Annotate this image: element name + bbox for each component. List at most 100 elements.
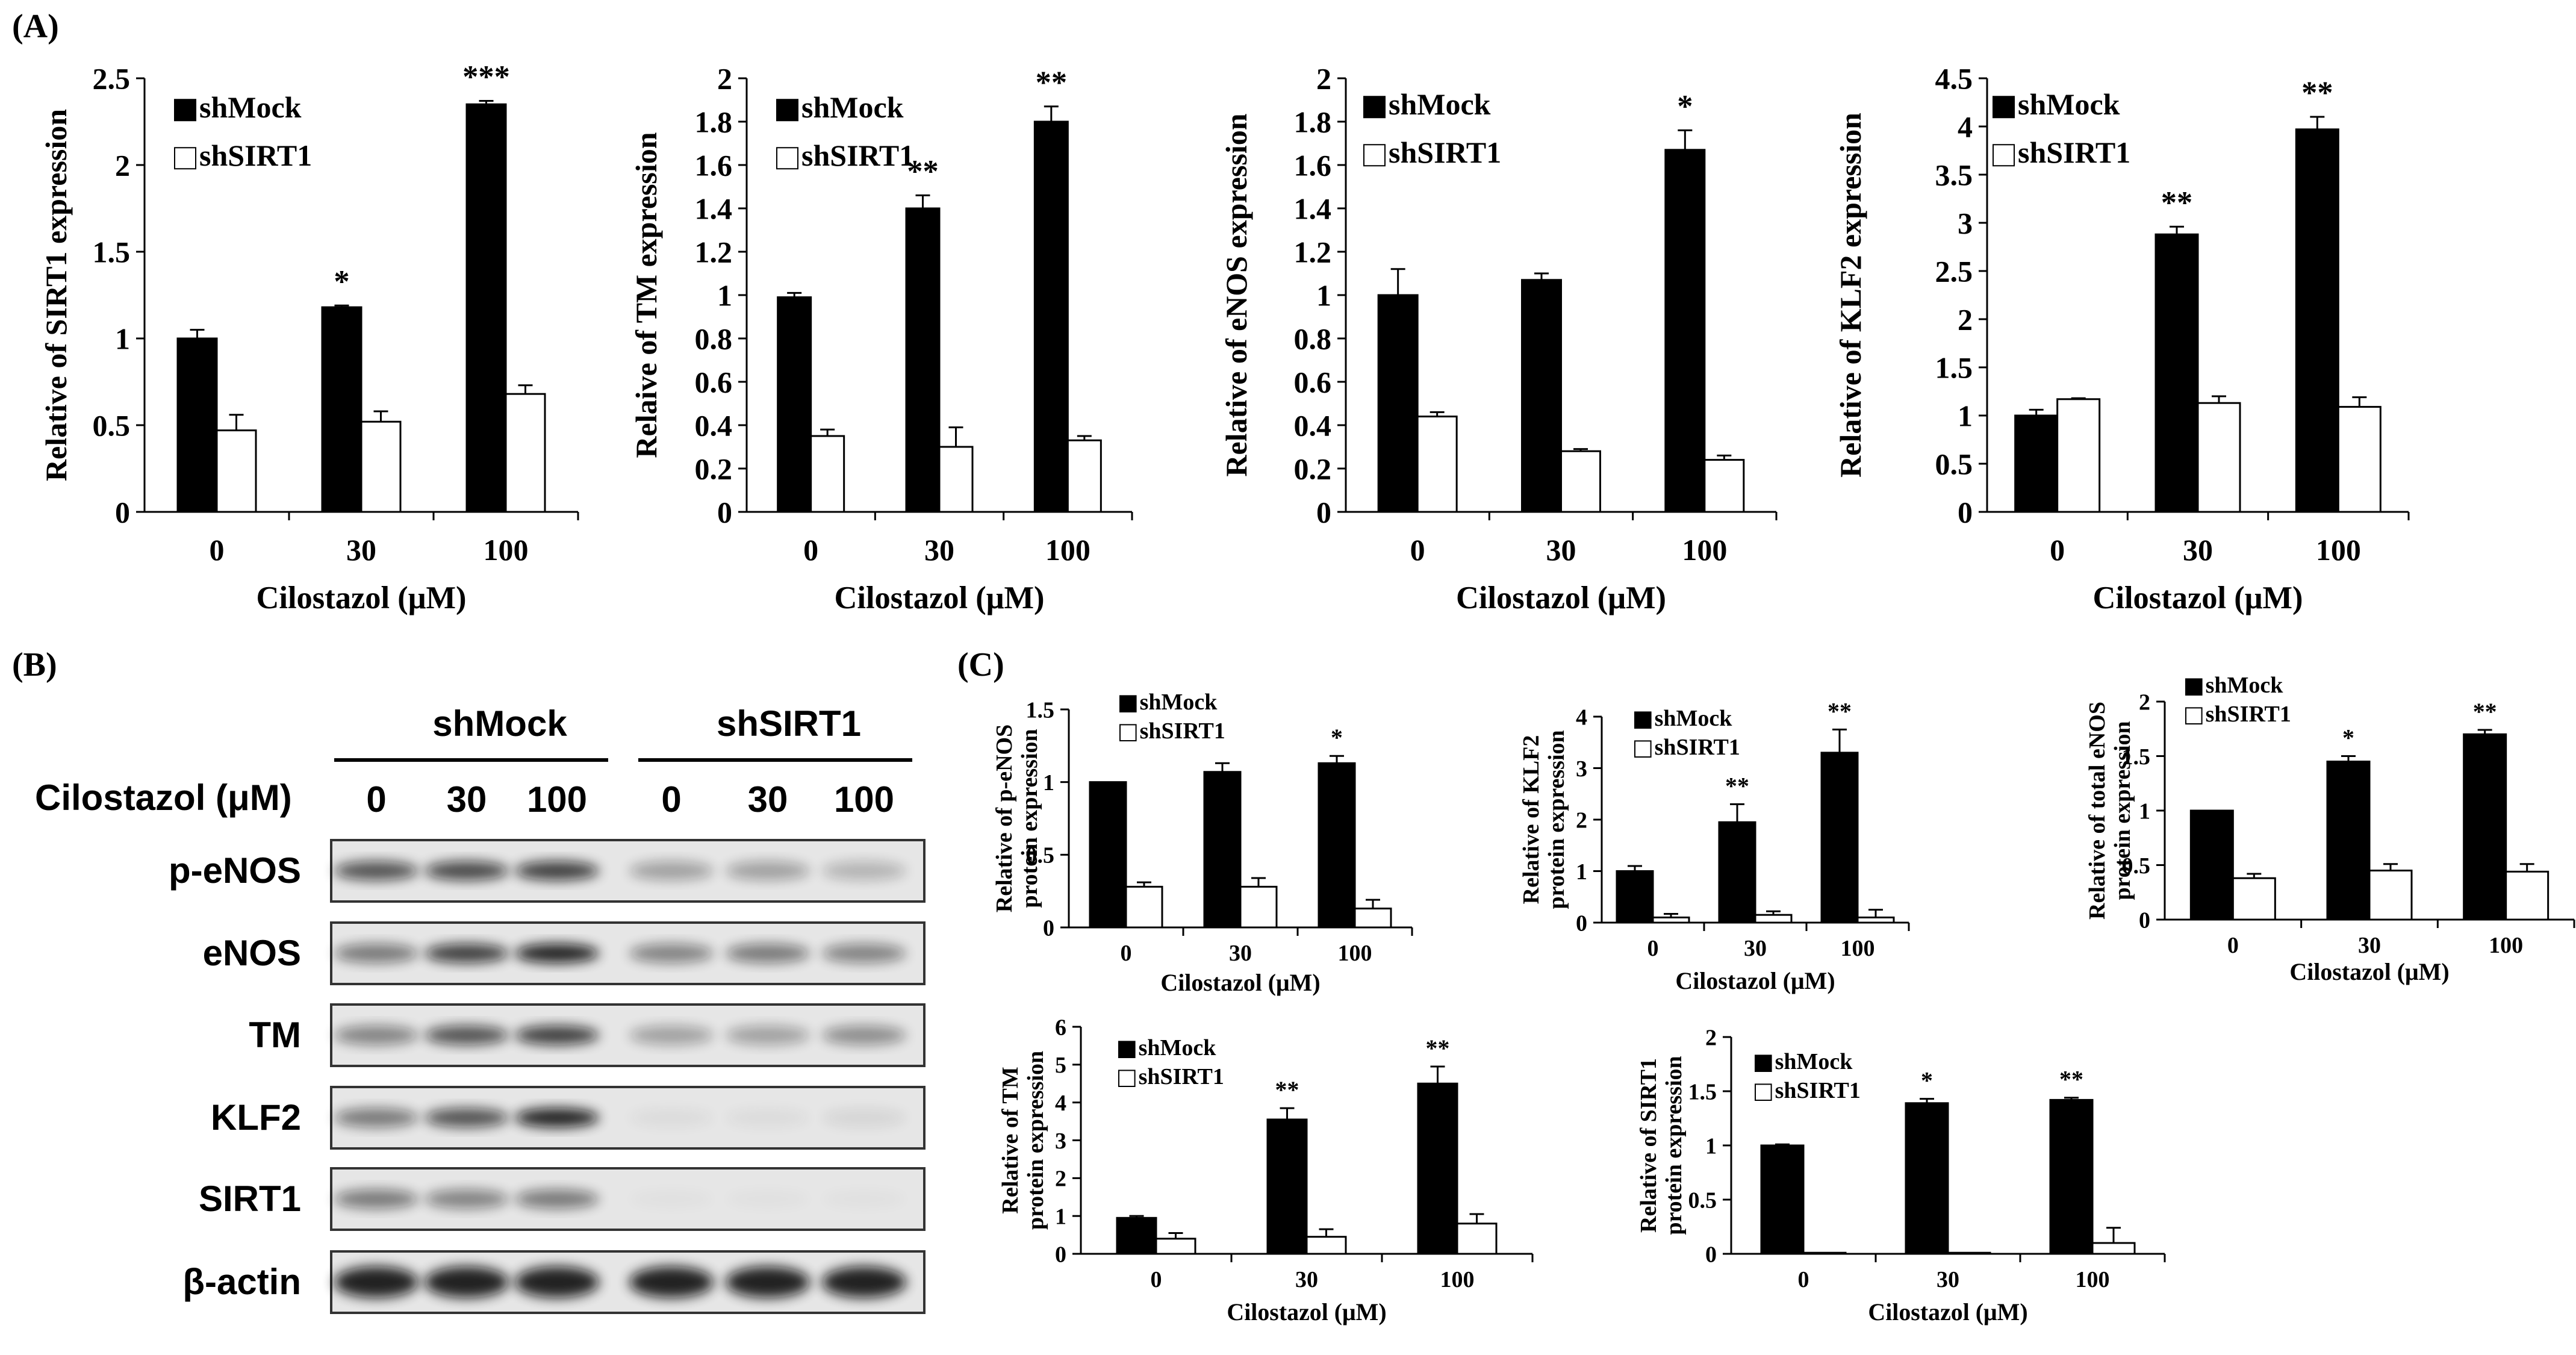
legend-swatch-shsirt1 <box>1634 740 1652 758</box>
y-tick-label: 0.4 <box>695 409 733 443</box>
y-tick-label: 2 <box>1055 1167 1066 1192</box>
legend-swatch-shmock <box>1993 96 2015 119</box>
bar-shsirt1 <box>505 393 546 513</box>
y-axis-label: Relative of p-eNOSprotein expression <box>992 724 1042 912</box>
significance-label: ** <box>1426 1035 1450 1062</box>
bar-shmock <box>1089 781 1127 929</box>
y-tick-label: 0 <box>717 496 732 529</box>
bar-shmock <box>1718 821 1756 924</box>
legend-swatch-shsirt1 <box>1755 1083 1772 1101</box>
y-tick-label: 2.5 <box>1935 255 1973 288</box>
blot-row-label: eNOS <box>203 933 301 973</box>
bar-shmock <box>2463 733 2507 921</box>
bar-shsirt1 <box>1802 1251 1847 1255</box>
blot-band <box>334 1026 418 1045</box>
bar-shmock <box>1203 771 1242 929</box>
blot-group-shsirt1: shSIRT1 <box>717 703 861 744</box>
legend: shMock shSIRT1 <box>1363 87 1501 169</box>
bar-shsirt1 <box>2056 398 2101 513</box>
legend-label-shmock: shMock <box>1389 87 1491 121</box>
bar-shmock <box>176 337 218 513</box>
legend-swatch-shmock <box>1363 96 1386 119</box>
y-tick-label: 1 <box>115 322 130 356</box>
y-tick-label: 3 <box>1055 1129 1066 1154</box>
blot-group-shmock: shMock <box>432 703 567 744</box>
blot-lane-dose: 0 <box>661 779 681 820</box>
chart-klf2-protein: 0 1 2 3 4 0 30 ** 100 ** Cilostazol (μM) Relative o… <box>1519 697 1910 994</box>
x-tick-label: 0 <box>1410 533 1425 567</box>
blot-row: SIRT1 <box>199 1167 926 1231</box>
y-tick-label: 2 <box>1705 1025 1717 1050</box>
bar-shmock <box>2295 128 2339 513</box>
bar-shsirt1 <box>810 435 845 513</box>
y-tick-label: 3.5 <box>1935 158 1973 192</box>
x-tick-label: 30 <box>1546 533 1576 567</box>
x-tick-label: 0 <box>2227 933 2239 958</box>
x-axis-label: Cilostazol (μM) <box>1227 1298 1386 1325</box>
blot-row-label: β-actin <box>182 1262 301 1302</box>
blot-band <box>334 1189 418 1209</box>
x-tick-label: 30 <box>2358 933 2381 958</box>
y-tick-label: 1.6 <box>1294 149 1332 182</box>
y-tick-label: 0 <box>2139 908 2150 933</box>
x-tick-label: 0 <box>1798 1267 1809 1292</box>
blot-band <box>629 944 714 963</box>
legend-swatch-shmock <box>2185 678 2203 696</box>
legend-swatch-shsirt1 <box>1118 1070 1136 1087</box>
bar-shmock <box>1820 752 1859 924</box>
bar-shsirt1 <box>2232 877 2276 921</box>
y-tick-label: 4 <box>1576 705 1587 730</box>
bar-shsirt1 <box>1652 916 1690 924</box>
y-tick-label: 1 <box>1043 770 1054 796</box>
blot-band <box>822 1189 906 1209</box>
legend: shMock shSIRT1 <box>1119 690 1225 744</box>
x-tick-label: 100 <box>1338 941 1372 966</box>
y-tick-label: 3 <box>1576 756 1587 782</box>
blot-lane-dose: 100 <box>834 779 894 820</box>
bar-shsirt1 <box>1239 885 1278 929</box>
y-tick-label: 0 <box>1055 1242 1066 1267</box>
blot-band <box>515 1108 599 1127</box>
bar-shmock <box>1664 149 1706 513</box>
legend-label-shsirt1: shSIRT1 <box>1389 136 1501 169</box>
legend-swatch-shmock <box>776 99 798 122</box>
bar-shsirt1 <box>1754 914 1793 924</box>
legend-swatch-shmock <box>1755 1054 1772 1072</box>
significance-label: ** <box>2161 185 2193 220</box>
y-tick-label: 0.6 <box>695 366 733 399</box>
x-tick-label: 0 <box>1151 1267 1162 1292</box>
blot-row-label: TM <box>249 1015 301 1055</box>
y-tick-label: 2 <box>115 149 130 182</box>
x-tick-label: 0 <box>2050 533 2065 567</box>
x-tick-label: 0 <box>803 533 818 567</box>
significance-label: * <box>1677 89 1693 124</box>
bar-shsirt1 <box>938 446 974 513</box>
y-tick-label: 0 <box>1958 496 1973 529</box>
bar-shsirt1 <box>1066 439 1102 513</box>
blot-band <box>515 944 599 963</box>
chart-total-enos-protein: 0 0.5 1 1.5 2 0 30 * 100 ** Cilostazol (μM) Relativ… <box>2085 673 2575 985</box>
blot-band <box>334 861 418 880</box>
legend-swatch-shsirt1 <box>1363 144 1386 167</box>
legend: shMock shSIRT1 <box>174 90 312 172</box>
legend: shMock shSIRT1 <box>776 90 914 172</box>
legend-label-shmock: shMock <box>1775 1049 1853 1074</box>
y-tick-label: 0.6 <box>1294 366 1332 399</box>
panel-label-c: (C) <box>957 646 1004 684</box>
blot-dose-labels: 0 30 100 0 30 100 <box>366 779 894 820</box>
y-tick-label: 0.4 <box>1294 409 1332 443</box>
bar-shmock <box>1266 1118 1308 1255</box>
bar-shmock <box>465 103 507 513</box>
x-tick-label: 100 <box>1045 533 1090 567</box>
blot-rows: p-eNOS eNOS TM KLF2 SIRT1 β-actin <box>169 839 926 1314</box>
blot-dose-label: Cilostazol (μM) <box>35 777 292 818</box>
y-tick-label: 1.2 <box>1294 235 1332 269</box>
x-axis-label: Cilostazol (μM) <box>2092 581 2303 615</box>
blot-band <box>726 944 810 963</box>
y-tick-label: 1 <box>1055 1204 1066 1229</box>
legend-label-shmock: shMock <box>2206 673 2284 698</box>
y-tick-label: 3 <box>1958 207 1973 240</box>
significance-label: ** <box>907 154 939 189</box>
bar-shmock <box>905 207 941 513</box>
bar-shmock <box>2154 233 2199 513</box>
